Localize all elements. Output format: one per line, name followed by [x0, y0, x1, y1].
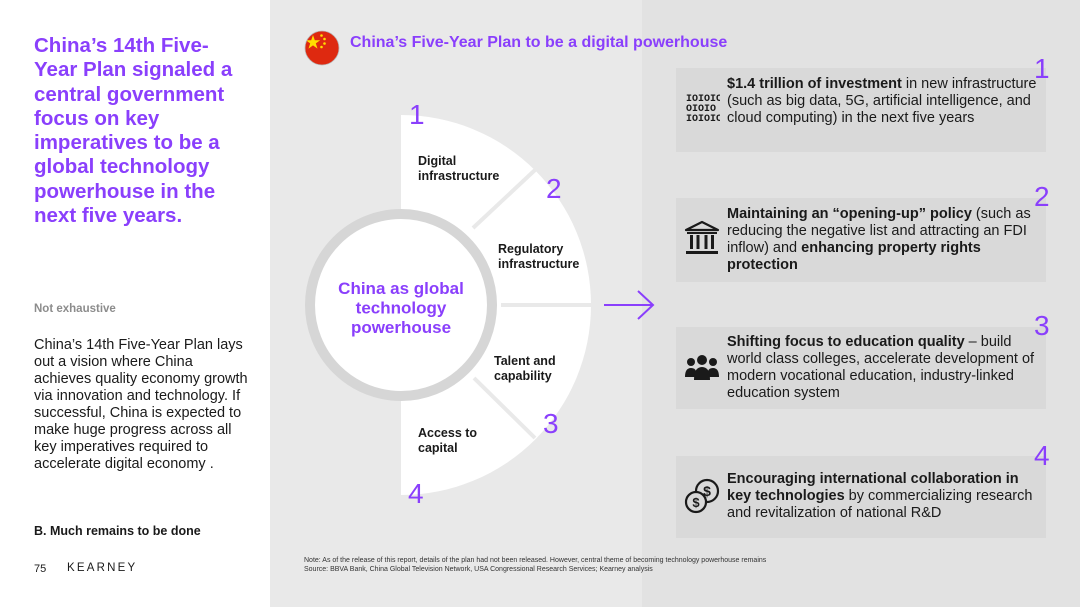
card-number: 1 — [1034, 53, 1050, 84]
binary-data-icon: IOIOIC OIOIO IOIOIC — [686, 94, 720, 125]
svg-text:IOIOIC: IOIOIC — [686, 94, 720, 105]
card-number: 3 — [1034, 310, 1050, 341]
source-text: Source: BBVA Bank, China Global Televisi… — [304, 565, 653, 573]
svg-text:$: $ — [703, 483, 711, 499]
imperative-card: Maintaining an “opening-up” policy (such… — [676, 198, 1046, 282]
headline: China’s 14th Five-Year Plan signaled a c… — [34, 34, 233, 228]
note-text: Note: As of the release of this report, … — [304, 557, 767, 564]
people-group-icon — [685, 355, 719, 380]
segment-label: capital — [418, 441, 458, 455]
card-number: 2 — [1034, 181, 1050, 212]
imperative-card: $ $ Encouraging international collaborat… — [676, 456, 1046, 538]
center-label: China as global — [338, 279, 464, 298]
footnote: Note: As of the release of this report, … — [304, 557, 864, 574]
imperative-card: IOIOIC OIOIO IOIOIC $1.4 trillion of inv… — [676, 68, 1046, 152]
segment-label: Regulatory — [498, 242, 563, 256]
center-label: technology — [356, 299, 447, 318]
coins-dollar-icon: $ $ — [684, 478, 720, 514]
segment-number: 4 — [408, 478, 424, 509]
svg-text:OIOIO: OIOIO — [686, 104, 716, 115]
card-text: Maintaining an “opening-up” policy (such… — [727, 206, 1031, 273]
imperative-card: Shifting focus to education quality – bu… — [676, 327, 1046, 409]
imperatives-wheel: China as global technology powerhouse 1 … — [305, 99, 593, 509]
wheel-divider — [472, 376, 537, 440]
center-label: powerhouse — [351, 318, 451, 337]
not-exhaustive-label: Not exhaustive — [34, 303, 116, 315]
svg-text:IOIOIC: IOIOIC — [686, 114, 720, 125]
segment-label: infrastructure — [498, 257, 579, 271]
segment-number: 2 — [546, 173, 562, 204]
center-ring — [305, 209, 497, 401]
china-flag-icon — [304, 30, 340, 66]
svg-text:$: $ — [692, 495, 700, 510]
bank-building-icon — [684, 220, 720, 254]
segment-label: Digital — [418, 154, 456, 168]
card-text: Shifting focus to education quality – bu… — [727, 334, 1035, 401]
body-text: China’s 14th Five-Year Plan lays out a v… — [34, 337, 248, 472]
section-note: B. Much remains to be done — [34, 524, 201, 538]
card-text: $1.4 trillion of investment in new infra… — [727, 76, 1037, 126]
card-text: Encouraging international collaboration … — [727, 471, 1033, 521]
segment-number: 3 — [543, 408, 559, 439]
segment-label: Access to — [418, 426, 477, 440]
left-panel: China’s 14th Five-Year Plan signaled a c… — [0, 0, 270, 607]
right-arrow-icon — [604, 290, 655, 320]
segment-number: 1 — [409, 99, 425, 130]
segment-label: capability — [494, 369, 552, 383]
segment-label: Talent and — [494, 354, 556, 368]
diagram-title: China’s Five-Year Plan to be a digital p… — [350, 34, 728, 51]
page-number: 75 — [34, 563, 47, 575]
wheel-divider — [471, 168, 537, 230]
card-number: 4 — [1034, 440, 1050, 471]
brand-logo: KEARNEY — [67, 562, 138, 574]
segment-label: infrastructure — [418, 169, 499, 183]
